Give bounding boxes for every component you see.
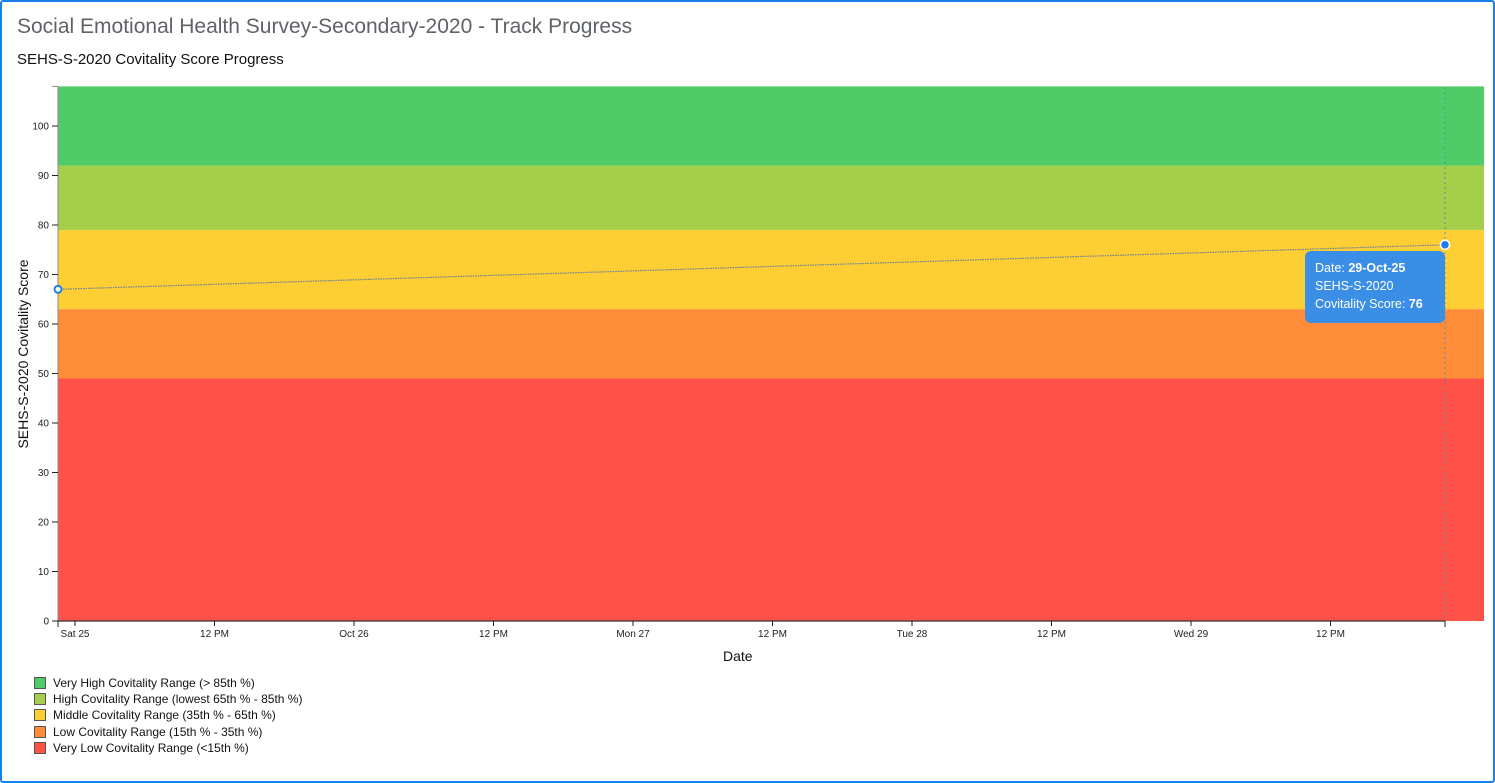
legend-swatch <box>34 709 46 722</box>
legend-item-low[interactable]: Low Covitality Range (15th % - 35th %) <box>34 724 302 740</box>
x-tick-label: Sat 25 <box>61 629 90 640</box>
chart-subtitle: SEHS-S-2020 Covitality Score Progress <box>17 51 284 68</box>
x-tick-label: 12 PM <box>1316 629 1345 640</box>
legend-item-high[interactable]: High Covitality Range (lowest 65th % - 8… <box>34 691 302 707</box>
y-axis: 0 10 20 30 40 50 60 70 80 90 100 <box>32 85 59 628</box>
band <box>58 229 1484 310</box>
x-tick-label: Oct 26 <box>339 629 369 640</box>
y-tick-label: 70 <box>38 270 50 281</box>
legend-item-very-low[interactable]: Very Low Covitality Range (<15th %) <box>34 740 302 756</box>
data-point[interactable] <box>53 284 63 294</box>
tooltip-series: SEHS-S-2020 <box>1315 279 1394 293</box>
y-tick-label: 10 <box>38 567 50 578</box>
y-axis-label: SEHS-S-2020 Covitality Score <box>15 259 31 448</box>
x-tick-label: Wed 29 <box>1174 629 1209 640</box>
legend-swatch <box>34 741 46 754</box>
tooltip-date: 29-Oct-25 <box>1348 261 1406 275</box>
x-tick-label: 12 PM <box>200 629 229 640</box>
legend-swatch <box>34 693 46 706</box>
band <box>58 378 1484 621</box>
x-tick-label: 12 PM <box>479 629 508 640</box>
y-tick-label: 50 <box>38 369 50 380</box>
legend: Very High Covitality Range (> 85th %) Hi… <box>34 675 302 756</box>
y-tick-label: 100 <box>32 122 49 133</box>
x-tick-label: 12 PM <box>758 629 787 640</box>
x-axis: Sat 25 12 PM Oct 26 12 PM Mon 27 12 PM Tue 28 1… <box>57 620 1446 640</box>
legend-item-very-high[interactable]: Very High Covitality Range (> 85th %) <box>34 675 302 691</box>
page-title: Social Emotional Health Survey-Secondary… <box>17 15 633 38</box>
x-tick-label: Mon 27 <box>616 629 650 640</box>
legend-swatch <box>34 725 46 738</box>
y-tick-label: 60 <box>38 320 50 331</box>
x-axis-label: Date <box>723 648 753 664</box>
band <box>58 309 1484 379</box>
x-tick-label: 12 PM <box>1037 629 1066 640</box>
y-tick-label: 40 <box>38 419 50 430</box>
score-line[interactable] <box>53 239 1451 294</box>
legend-item-middle[interactable]: Middle Covitality Range (35th % - 65th %… <box>34 707 302 723</box>
y-tick-label: 30 <box>38 468 50 479</box>
data-point-highlighted[interactable] <box>1439 239 1451 251</box>
y-tick-label: 20 <box>38 518 50 529</box>
y-tick-label: 0 <box>43 617 49 628</box>
x-tick-label: Tue 28 <box>897 629 928 640</box>
y-tick-label: 80 <box>38 221 50 232</box>
y-tick-label: 90 <box>38 171 50 182</box>
band <box>58 165 1484 230</box>
band <box>58 86 1484 166</box>
score-bands <box>58 86 1484 621</box>
tooltip-score: 76 <box>1408 297 1423 311</box>
legend-swatch <box>34 677 46 690</box>
data-point-tooltip: Date: 29-Oct-25 SEHS-S-2020 Covitality S… <box>1305 251 1445 323</box>
